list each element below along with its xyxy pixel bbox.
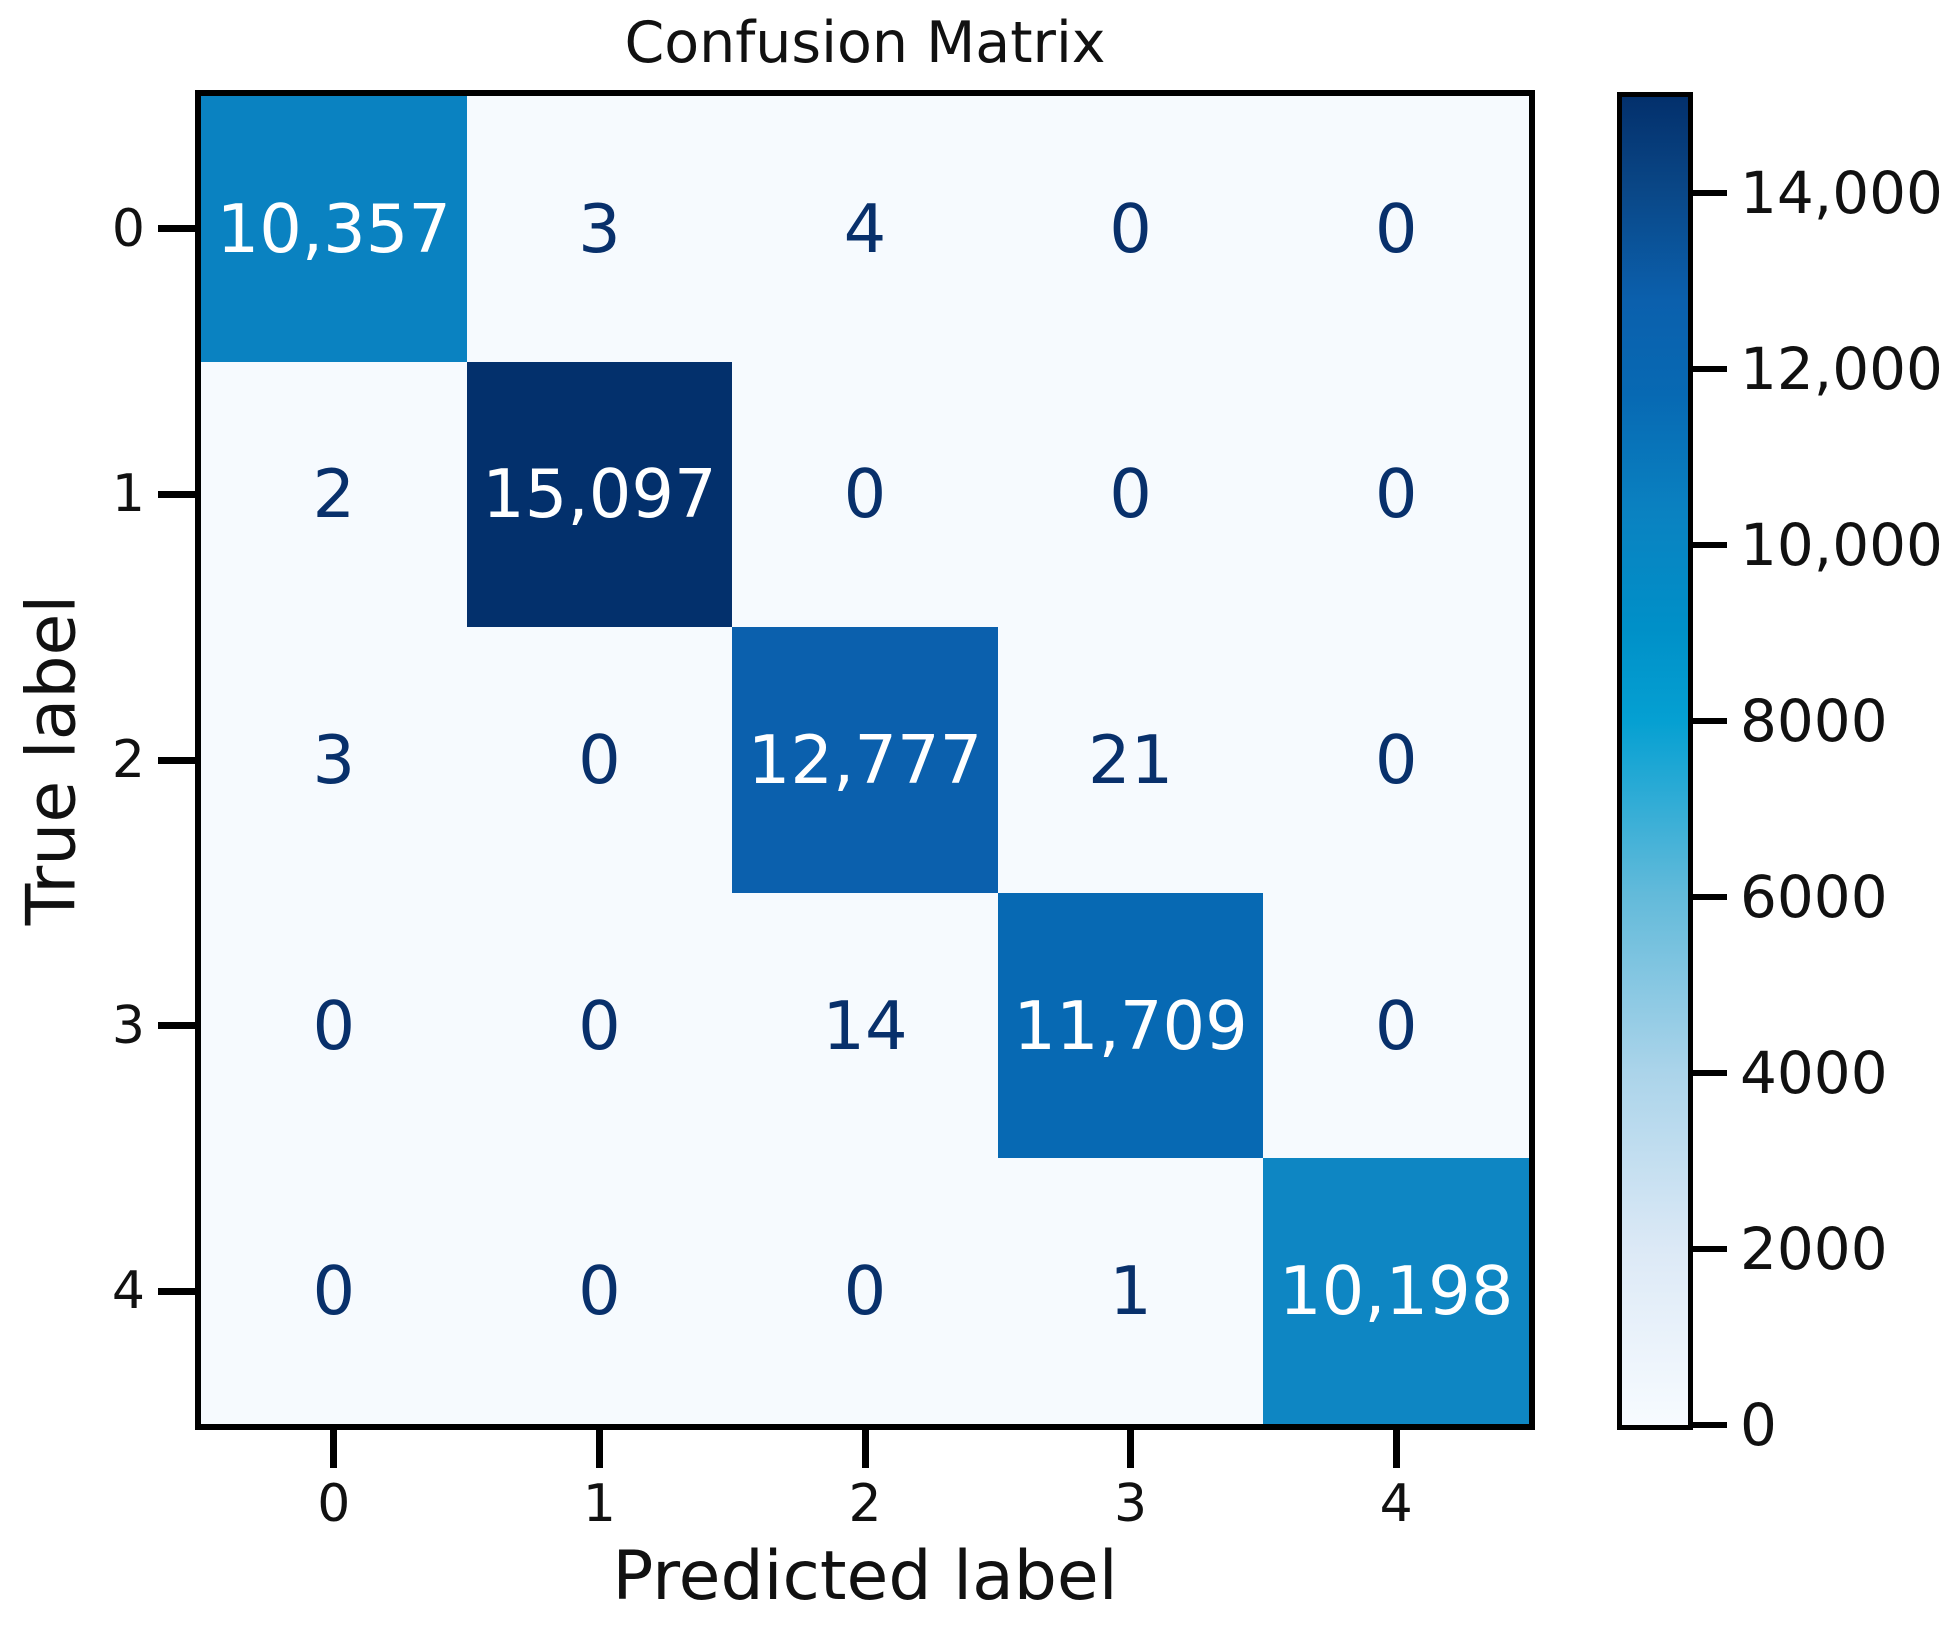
- matrix-cell-r0c3: 0: [997, 96, 1264, 362]
- chart-title: Confusion Matrix: [624, 10, 1106, 76]
- matrix-cell-r0c4: 0: [1263, 96, 1529, 362]
- y-tick-label-4: 4: [111, 1261, 145, 1322]
- matrix-cell-r3c1: 0: [466, 892, 733, 1159]
- colorbar-tick-mark-4: [1691, 894, 1727, 901]
- matrix-cell-r3c4: 0: [1263, 892, 1529, 1159]
- y-tick-mark-1: [158, 490, 201, 498]
- colorbar-tick-label-5: 4000: [1740, 1039, 1888, 1108]
- y-tick-mark-4: [158, 1287, 201, 1295]
- y-tick-mark-3: [158, 1022, 201, 1030]
- y-tick-mark-2: [158, 756, 201, 764]
- y-tick-mark-0: [158, 225, 201, 233]
- y-tick-label-1: 1: [111, 464, 145, 525]
- matrix-cell-r2c2: 12,777: [732, 627, 998, 893]
- y-tick-label-2: 2: [111, 730, 145, 790]
- x-tick-mark-3: [1127, 1430, 1135, 1468]
- x-tick-label-4: 4: [1379, 1474, 1413, 1534]
- matrix-cell-r1c2: 0: [732, 361, 998, 628]
- matrix-cell-r2c3: 21: [997, 627, 1264, 893]
- matrix-cell-r1c0: 2: [201, 361, 467, 628]
- matrix-cell-r0c1: 3: [466, 96, 733, 362]
- matrix-grid: 10,357 3 4 0 0 2 15,097 0 0 0 3 0 12,777 21 0 0 0 14 11,70…: [201, 96, 1529, 1424]
- y-axis-label: True label: [12, 594, 92, 926]
- x-tick-mark-2: [861, 1430, 869, 1468]
- colorbar-gradient: [1617, 92, 1693, 1430]
- matrix-cell-r4c3: 1: [997, 1158, 1264, 1424]
- colorbar-tick-label-0: 14,000: [1740, 159, 1943, 228]
- colorbar-tick-mark-6: [1691, 1246, 1727, 1253]
- y-tick-label-3: 3: [111, 995, 145, 1056]
- matrix-cell-r1c4: 0: [1263, 361, 1529, 628]
- x-tick-mark-4: [1392, 1430, 1400, 1468]
- x-tick-label-0: 0: [317, 1474, 351, 1534]
- matrix-cell-r4c0: 0: [201, 1158, 467, 1424]
- plot-area: 10,357 3 4 0 0 2 15,097 0 0 0 3 0 12,777 21 0 0 0 14 11,70…: [195, 90, 1535, 1430]
- colorbar-tick-mark-5: [1691, 1070, 1727, 1077]
- matrix-cell-r4c1: 0: [466, 1158, 733, 1424]
- matrix-cell-r3c2: 14: [732, 892, 998, 1159]
- colorbar-tick-label-7: 0: [1740, 1391, 1777, 1459]
- x-tick-label-1: 1: [582, 1474, 616, 1534]
- x-tick-mark-1: [595, 1430, 603, 1468]
- matrix-cell-r1c3: 0: [997, 361, 1264, 628]
- matrix-cell-r2c4: 0: [1263, 627, 1529, 893]
- colorbar-tick-label-1: 12,000: [1740, 335, 1943, 404]
- colorbar-tick-mark-2: [1691, 542, 1727, 549]
- y-tick-label-0: 0: [111, 198, 145, 259]
- matrix-cell-r0c0: 10,357: [201, 96, 467, 362]
- matrix-cell-r3c0: 0: [201, 892, 467, 1159]
- colorbar-tick-label-2: 10,000: [1740, 511, 1943, 580]
- x-tick-label-2: 2: [848, 1474, 882, 1534]
- matrix-cell-r4c2: 0: [732, 1158, 998, 1424]
- colorbar-tick-label-3: 8000: [1740, 687, 1888, 756]
- matrix-cell-r0c2: 4: [732, 96, 998, 362]
- matrix-cell-r1c1: 15,097: [466, 361, 733, 628]
- colorbar-tick-mark-0: [1691, 190, 1727, 197]
- matrix-cell-r4c4: 10,198: [1263, 1158, 1529, 1424]
- colorbar-tick-mark-3: [1691, 718, 1727, 725]
- colorbar-tick-mark-7: [1691, 1422, 1727, 1428]
- x-tick-label-3: 3: [1114, 1474, 1148, 1534]
- matrix-cell-r3c3: 11,709: [997, 892, 1264, 1159]
- colorbar-tick-label-6: 2000: [1740, 1215, 1888, 1284]
- x-tick-mark-0: [330, 1430, 338, 1468]
- matrix-cell-r2c0: 3: [201, 627, 467, 893]
- colorbar-tick-mark-1: [1691, 366, 1727, 373]
- x-axis-label: Predicted label: [612, 1537, 1118, 1616]
- colorbar-tick-label-4: 6000: [1740, 863, 1888, 932]
- matrix-cell-r2c1: 0: [466, 627, 733, 893]
